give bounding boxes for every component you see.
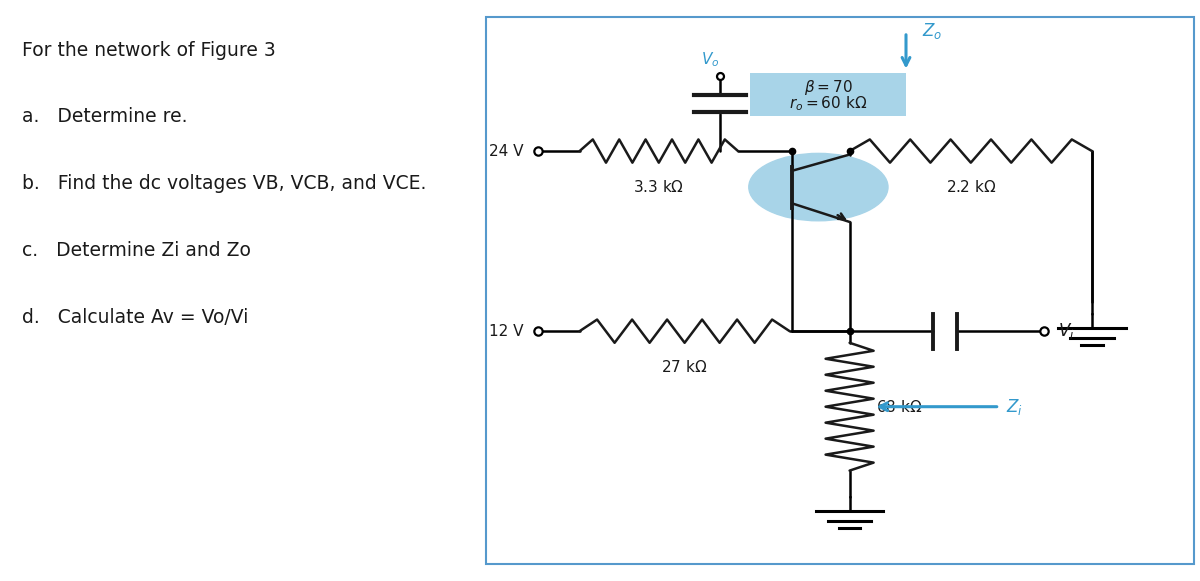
- Text: For the network of Figure 3: For the network of Figure 3: [22, 41, 275, 60]
- Text: d.   Calculate Av = Vo/Vi: d. Calculate Av = Vo/Vi: [22, 308, 248, 327]
- Text: c.   Determine Zi and Zo: c. Determine Zi and Zo: [22, 241, 251, 260]
- Text: a.   Determine re.: a. Determine re.: [22, 107, 187, 127]
- Bar: [750, 73, 906, 116]
- Text: 2.2 k$\Omega$: 2.2 k$\Omega$: [946, 179, 996, 195]
- Circle shape: [749, 153, 888, 221]
- Bar: [486, 17, 1194, 564]
- Text: 3.3 k$\Omega$: 3.3 k$\Omega$: [634, 179, 684, 195]
- Text: 24 V: 24 V: [488, 144, 523, 159]
- Text: 27 k$\Omega$: 27 k$\Omega$: [661, 359, 708, 375]
- Text: $V_i$: $V_i$: [1058, 321, 1075, 341]
- Text: $\beta = 70$: $\beta = 70$: [804, 77, 852, 96]
- Text: b.   Find the dc voltages VB, VCB, and VCE.: b. Find the dc voltages VB, VCB, and VCE…: [22, 174, 426, 193]
- Text: $Z_i$: $Z_i$: [1006, 397, 1022, 417]
- Text: $V_o$: $V_o$: [701, 50, 720, 69]
- Text: $r_o = 60\ \mathrm{k\Omega}$: $r_o = 60\ \mathrm{k\Omega}$: [788, 95, 868, 113]
- Text: $Z_o$: $Z_o$: [922, 21, 942, 41]
- Text: 68 k$\Omega$: 68 k$\Omega$: [876, 399, 923, 415]
- Text: 12 V: 12 V: [488, 324, 523, 339]
